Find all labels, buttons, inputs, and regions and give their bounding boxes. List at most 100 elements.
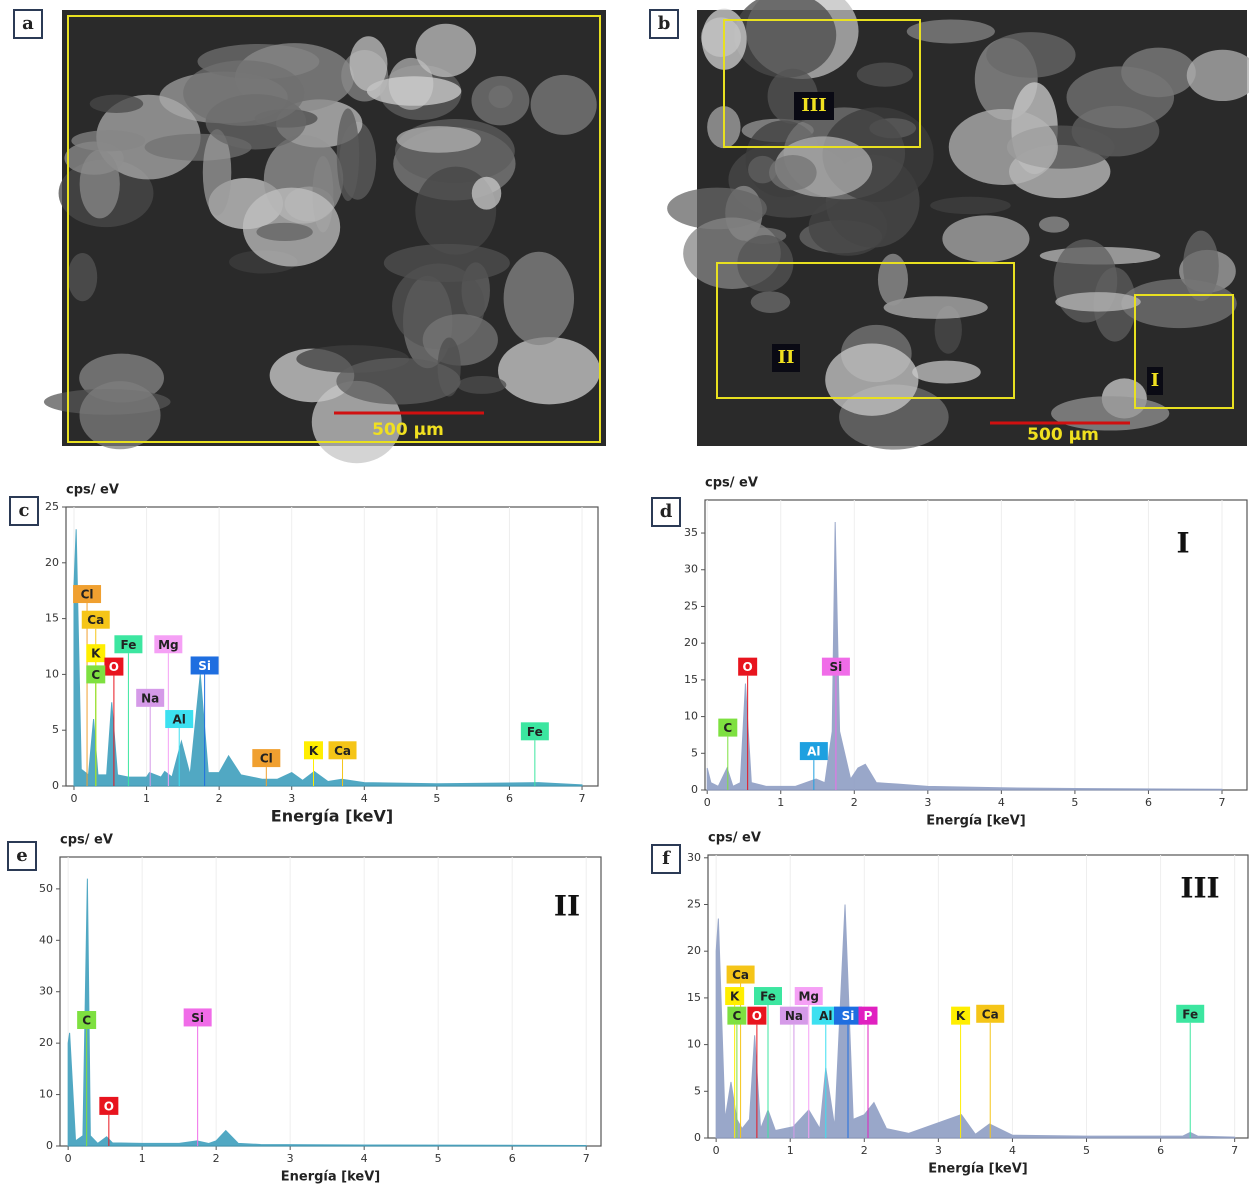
particle — [71, 130, 145, 151]
y-tick-label: 10 — [687, 1038, 701, 1051]
x-tick-label: 7 — [1231, 1144, 1238, 1157]
y-tick-label: 10 — [39, 1088, 53, 1101]
y-axis-title: cps/ eV — [60, 833, 113, 848]
particle — [1067, 66, 1175, 128]
particle — [80, 381, 161, 449]
particle — [949, 109, 1058, 185]
x-tick-label: 2 — [213, 1152, 220, 1165]
annotation-label: Si — [198, 659, 211, 673]
x-axis-title: Energía [keV] — [281, 1170, 380, 1184]
y-tick-label: 0 — [694, 1131, 701, 1144]
x-tick-label: 0 — [65, 1152, 72, 1165]
x-tick-label: 5 — [1071, 796, 1078, 809]
x-tick-label: 4 — [1009, 1144, 1016, 1157]
y-axis-title: cps/ eV — [705, 476, 758, 491]
annotation-label: Fe — [1182, 1007, 1198, 1021]
annotation-label: Si — [830, 660, 843, 674]
particle — [857, 63, 913, 87]
plot-frame — [60, 857, 601, 1146]
particle — [531, 75, 597, 135]
annotation-label: O — [743, 660, 753, 674]
y-tick-label: 30 — [684, 563, 698, 576]
plot-frame — [705, 500, 1247, 790]
x-tick-label: 3 — [924, 796, 931, 809]
y-tick-label: 15 — [684, 673, 698, 686]
particle — [930, 197, 1010, 214]
particle — [1039, 217, 1069, 233]
annotation-label: Cl — [81, 588, 94, 602]
annotation-label: P — [864, 1009, 873, 1023]
particle — [256, 223, 312, 241]
annotation-label: Na — [785, 1009, 803, 1023]
annotation-label: K — [309, 744, 319, 758]
y-tick-label: 15 — [687, 991, 701, 1004]
x-tick-label: 6 — [509, 1152, 516, 1165]
annotation-label: Na — [141, 691, 159, 705]
annotation-label: Ca — [334, 744, 351, 758]
y-tick-label: 30 — [687, 851, 701, 864]
y-tick-label: 20 — [45, 556, 59, 569]
particle — [504, 252, 574, 345]
panel-label: b — [658, 13, 671, 34]
particle — [1055, 292, 1140, 311]
annotation-label: C — [732, 1009, 741, 1023]
annotation-label: Fe — [760, 990, 776, 1004]
particle — [397, 126, 481, 153]
figure: 500 µmaIIIIII500 µmb012345670510152025Cl… — [0, 0, 1249, 1184]
x-tick-label: 2 — [216, 792, 223, 805]
x-tick-label: 6 — [1157, 1144, 1164, 1157]
annotation-label: Ca — [732, 968, 749, 982]
region-label: I — [1151, 370, 1159, 391]
y-tick-label: 0 — [46, 1139, 53, 1152]
particle — [423, 314, 498, 366]
particle — [384, 244, 510, 282]
annotation-label: Al — [173, 713, 186, 727]
y-tick-label: 10 — [684, 710, 698, 723]
particle — [472, 76, 530, 125]
panel-label: c — [19, 500, 30, 521]
panel-label: e — [16, 845, 27, 866]
x-axis-title: Energía [keV] — [271, 807, 393, 826]
particle — [751, 291, 790, 313]
panel-title: III — [1180, 872, 1219, 905]
particle — [416, 24, 477, 77]
plot-frame — [708, 855, 1248, 1138]
x-tick-label: 1 — [777, 796, 784, 809]
x-tick-label: 3 — [287, 1152, 294, 1165]
x-tick-label: 5 — [433, 792, 440, 805]
annotation-label: Mg — [158, 638, 179, 652]
particle — [68, 253, 97, 301]
annotation-label: O — [752, 1009, 762, 1023]
annotation-label: Cl — [260, 752, 273, 766]
particle — [80, 150, 120, 219]
x-tick-label: 5 — [1083, 1144, 1090, 1157]
annotation-label: K — [91, 647, 101, 661]
scale-bar-label: 500 µm — [1027, 425, 1099, 445]
region-label: III — [801, 95, 826, 116]
annotation-label: Ca — [982, 1007, 999, 1021]
annotation-label: C — [82, 1014, 91, 1028]
x-tick-label: 5 — [435, 1152, 442, 1165]
y-tick-label: 5 — [694, 1084, 701, 1097]
y-tick-label: 30 — [39, 985, 53, 998]
y-tick-label: 40 — [39, 933, 53, 946]
panel-label: a — [22, 13, 34, 34]
particle — [769, 155, 817, 190]
y-tick-label: 25 — [684, 599, 698, 612]
y-tick-label: 35 — [684, 526, 698, 539]
annotation-label: O — [104, 1099, 114, 1113]
y-tick-label: 0 — [52, 779, 59, 792]
panel-title: I — [1176, 527, 1189, 560]
x-tick-label: 4 — [361, 1152, 368, 1165]
x-tick-label: 6 — [506, 792, 513, 805]
x-tick-label: 1 — [139, 1152, 146, 1165]
x-tick-label: 7 — [583, 1152, 590, 1165]
particle — [90, 95, 143, 113]
y-tick-label: 15 — [45, 612, 59, 625]
particle — [825, 343, 918, 415]
particle — [350, 36, 388, 91]
x-tick-label: 6 — [1145, 796, 1152, 809]
x-tick-label: 4 — [998, 796, 1005, 809]
scale-bar-label: 500 µm — [372, 420, 444, 440]
annotation-label: Fe — [527, 725, 543, 739]
